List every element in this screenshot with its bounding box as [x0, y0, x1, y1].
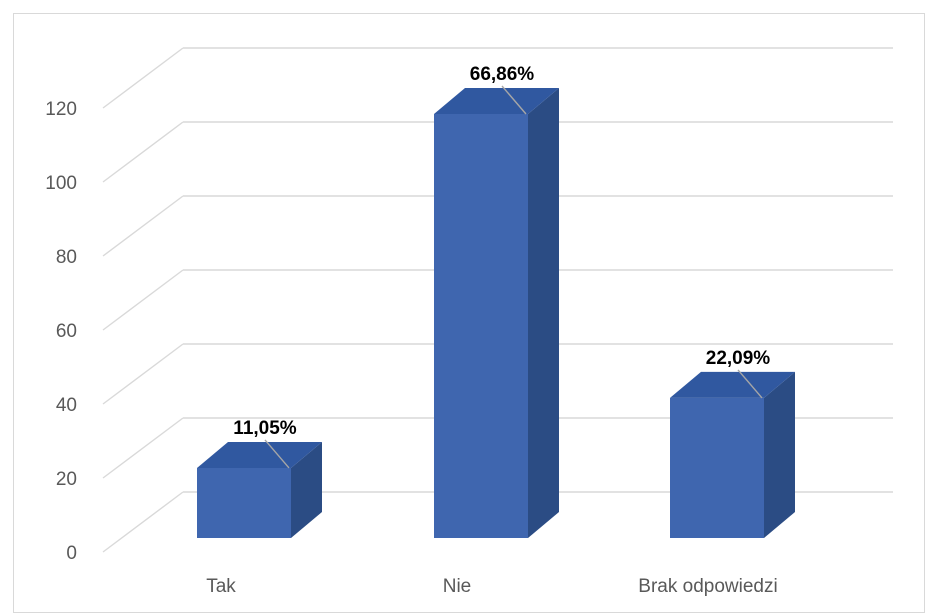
bar-tak [197, 441, 322, 538]
data-label: 22,09% [706, 348, 771, 369]
y-tick-label: 100 [45, 173, 77, 194]
bar-front-face [197, 467, 291, 538]
bar-front-face [670, 397, 764, 538]
x-category-label: Nie [443, 576, 472, 597]
leader-line [737, 369, 763, 399]
x-category-label: Brak odpowiedzi [638, 576, 777, 597]
y-tick-label: 120 [45, 99, 77, 120]
y-tick-label: 80 [56, 247, 77, 268]
bar-side-face [764, 371, 795, 538]
leader-line [264, 439, 290, 469]
bar-top-face [197, 441, 322, 468]
y-tick-label: 60 [56, 321, 77, 342]
gridline-diagonal [102, 417, 184, 479]
gridline-diagonal [102, 195, 184, 257]
y-tick-label: 40 [56, 395, 77, 416]
leader-line [501, 85, 527, 115]
bar-top-face [670, 371, 795, 398]
bar-top-face [434, 88, 559, 114]
bar-side-face [291, 441, 322, 538]
data-label: 66,86% [470, 64, 535, 85]
data-labels: 11,05% 66,86% 22,09% [233, 64, 770, 439]
bar-front-face [434, 114, 528, 538]
y-axis-ticks: 0 20 40 60 80 100 120 [45, 99, 77, 564]
gridline-diagonal [102, 121, 184, 183]
bars [197, 88, 795, 538]
data-label: 11,05% [233, 418, 296, 439]
bar-side-face [528, 88, 559, 538]
bar-nie [434, 88, 559, 538]
y-tick-label: 0 [66, 543, 77, 564]
x-category-label: Tak [206, 576, 236, 597]
leader-lines [264, 85, 763, 469]
gridline-diagonal [102, 269, 184, 331]
gridline-diagonal [102, 47, 184, 109]
x-axis-categories: Tak Nie Brak odpowiedzi [206, 576, 778, 597]
bar-brak-odpowiedzi [670, 371, 795, 538]
gridline-diagonal [102, 343, 184, 405]
y-tick-label: 20 [56, 469, 77, 490]
gridline-diagonal [102, 491, 184, 553]
